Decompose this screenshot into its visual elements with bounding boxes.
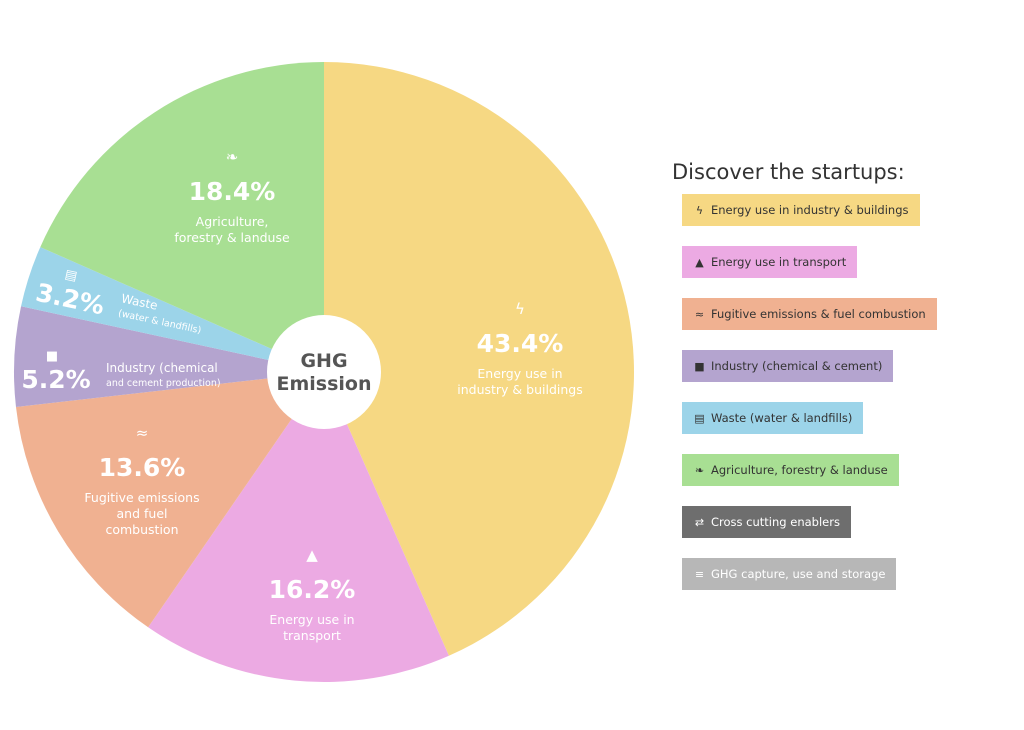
trash-icon: ▤ xyxy=(63,267,78,284)
slice-percent: 18.4% xyxy=(189,177,276,206)
flame-icon: ≈ xyxy=(136,424,149,442)
slice-description: Industry (chemical xyxy=(106,361,218,375)
panel-title: Discover the startups: xyxy=(672,160,905,184)
pie-slice-transport[interactable] xyxy=(148,372,449,683)
button-label: Cross cutting enablers xyxy=(711,515,840,529)
button-label: Fugitive emissions & fuel combustion xyxy=(711,307,926,321)
pie-slice-agri[interactable] xyxy=(40,62,324,372)
road-icon: ▲ xyxy=(695,255,704,269)
factory-icon: ■ xyxy=(694,359,705,373)
startup-filter-button[interactable]: ■ Industry (chemical & cement) xyxy=(682,350,894,382)
slice-description: Fugitive emissions xyxy=(84,490,199,505)
startup-filter-button[interactable]: ❧ Agriculture, forestry & landuse xyxy=(682,454,899,486)
button-label: Energy use in industry & buildings xyxy=(711,203,909,217)
startup-filter-button[interactable]: ϟ Energy use in industry & buildings xyxy=(682,194,920,226)
center-hole xyxy=(267,315,381,429)
slice-description: industry & buildings xyxy=(457,382,582,397)
button-label: Agriculture, forestry & landuse xyxy=(711,463,888,477)
startup-filter-button[interactable]: ≡ GHG capture, use and storage xyxy=(682,558,897,590)
pie-slice-waste[interactable] xyxy=(21,247,325,372)
leaf-icon: ❧ xyxy=(226,148,239,166)
startups-panel: Discover the startups: ϟ Energy use in in… xyxy=(672,160,1012,590)
lightning-icon: ϟ xyxy=(695,203,704,217)
layers-icon: ≡ xyxy=(694,567,705,581)
trash-icon: ▤ xyxy=(694,411,705,425)
pie-slice-industry[interactable] xyxy=(13,306,324,407)
center-title-line1: GHG xyxy=(300,350,347,372)
startup-filter-button[interactable]: ≈ Fugitive emissions & fuel combustion xyxy=(682,298,937,330)
startup-filter-button[interactable]: ▤ Waste (water & landfills) xyxy=(682,402,864,434)
center-title-line2: Emission xyxy=(277,373,372,395)
button-label: Energy use in transport xyxy=(711,255,847,269)
slice-description: Energy use in xyxy=(477,366,562,381)
button-label: Waste (water & landfills) xyxy=(711,411,853,425)
swap-arrows-icon: ⇄ xyxy=(694,515,705,529)
slice-description: Energy use in xyxy=(269,612,354,627)
pie-slice-fugitive[interactable] xyxy=(15,372,324,628)
slice-percent: 43.4% xyxy=(477,329,564,358)
startup-filter-button[interactable]: ▲ Energy use in transport xyxy=(682,246,858,278)
slice-label-industry: ■5.2% Industry (chemical and cement produc… xyxy=(21,349,220,394)
button-label: Industry (chemical & cement) xyxy=(711,359,883,373)
pie-slice-energy[interactable] xyxy=(324,62,635,656)
factory-icon: ■ xyxy=(46,349,58,364)
road-icon: ▲ xyxy=(306,546,318,564)
flame-icon: ≈ xyxy=(694,307,705,321)
slice-description: combustion xyxy=(105,522,178,537)
slice-label-agri: ❧ 18.4% Agriculture,forestry & landuse xyxy=(174,148,290,245)
slice-percent: 16.2% xyxy=(269,575,356,604)
slice-description: forestry & landuse xyxy=(174,230,290,245)
slice-description: Agriculture, xyxy=(196,214,269,229)
lightning-icon: ϟ xyxy=(515,300,525,318)
button-label: GHG capture, use and storage xyxy=(711,567,886,581)
slice-description: transport xyxy=(283,628,341,643)
slice-description: and fuel xyxy=(117,506,168,521)
leaf-icon: ❧ xyxy=(694,463,705,477)
slice-percent: 5.2% xyxy=(21,365,90,394)
slice-description: and cement production) xyxy=(106,378,221,389)
slice-percent: 13.6% xyxy=(99,453,186,482)
startup-filter-button[interactable]: ⇄ Cross cutting enablers xyxy=(682,506,851,538)
